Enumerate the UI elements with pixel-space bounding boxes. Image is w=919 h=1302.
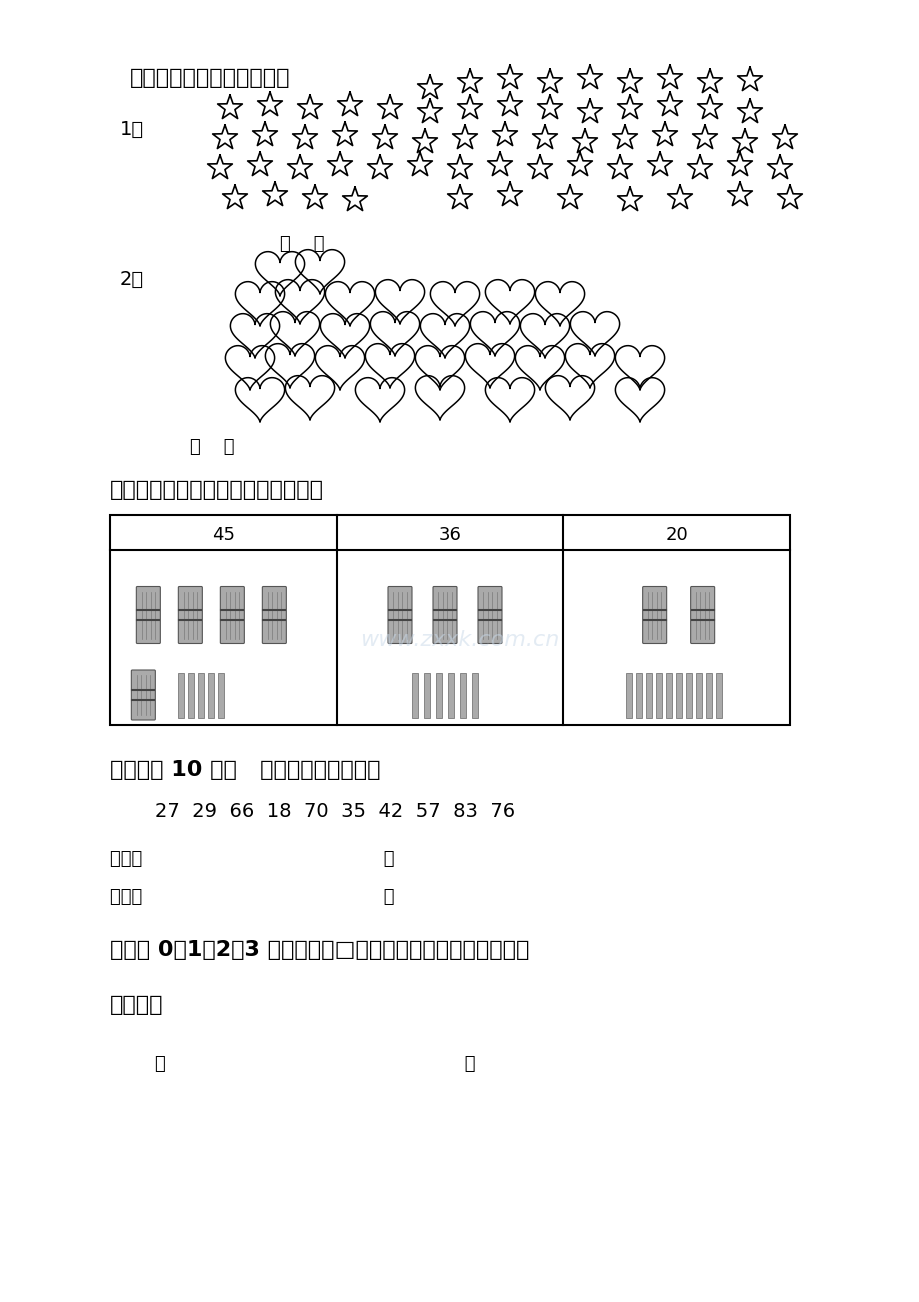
- Bar: [460, 673, 466, 717]
- Text: 双数（                                          ）: 双数（ ）: [110, 850, 394, 868]
- Text: （    ）: （ ）: [190, 437, 234, 456]
- Text: www.zxxk.com.cn: www.zxxk.com.cn: [360, 630, 559, 650]
- Text: 九、下面 10 个数   请你帮它们分一分。: 九、下面 10 个数 请你帮它们分一分。: [110, 760, 380, 780]
- FancyBboxPatch shape: [178, 586, 202, 643]
- Bar: [471, 673, 478, 717]
- Bar: [412, 673, 417, 717]
- Bar: [635, 673, 641, 717]
- Bar: [188, 673, 194, 717]
- Text: 十、用 0、1、2、3 这四个数字□能组成多少个不同的两位数，: 十、用 0、1、2、3 这四个数字□能组成多少个不同的两位数，: [110, 940, 528, 960]
- Bar: [695, 673, 701, 717]
- FancyBboxPatch shape: [388, 586, 412, 643]
- FancyBboxPatch shape: [136, 586, 160, 643]
- Text: 20: 20: [664, 526, 687, 543]
- Bar: [110, 516, 789, 725]
- FancyBboxPatch shape: [478, 586, 502, 643]
- Bar: [665, 673, 671, 717]
- Bar: [685, 673, 691, 717]
- Bar: [424, 673, 429, 717]
- Bar: [715, 673, 720, 717]
- Text: （                                                    ）: （ ）: [154, 1055, 475, 1073]
- Text: 七、先圈一圈，再数一数。: 七、先圈一圈，再数一数。: [130, 68, 290, 89]
- Bar: [625, 673, 631, 717]
- Text: 2、: 2、: [119, 270, 144, 289]
- Bar: [705, 673, 711, 717]
- Text: 45: 45: [211, 526, 234, 543]
- Bar: [448, 673, 453, 717]
- FancyBboxPatch shape: [433, 586, 457, 643]
- FancyBboxPatch shape: [690, 586, 714, 643]
- FancyBboxPatch shape: [131, 671, 155, 720]
- FancyBboxPatch shape: [220, 586, 244, 643]
- Bar: [645, 673, 651, 717]
- Bar: [218, 673, 224, 717]
- Text: 八、看上面的数，画一画，划一划。: 八、看上面的数，画一画，划一划。: [110, 480, 323, 500]
- Text: 单数（                                          ）: 单数（ ）: [110, 888, 394, 906]
- Bar: [655, 673, 661, 717]
- Text: 27  29  66  18  70  35  42  57  83  76: 27 29 66 18 70 35 42 57 83 76: [154, 802, 515, 822]
- Bar: [675, 673, 681, 717]
- Bar: [208, 673, 214, 717]
- Bar: [199, 673, 204, 717]
- Text: （    ）: （ ）: [279, 234, 324, 253]
- FancyBboxPatch shape: [262, 586, 286, 643]
- Text: 1、: 1、: [119, 120, 144, 139]
- Text: 写下来。: 写下来。: [110, 995, 164, 1016]
- FancyBboxPatch shape: [642, 586, 666, 643]
- Text: 36: 36: [438, 526, 461, 543]
- Bar: [436, 673, 441, 717]
- Bar: [178, 673, 184, 717]
